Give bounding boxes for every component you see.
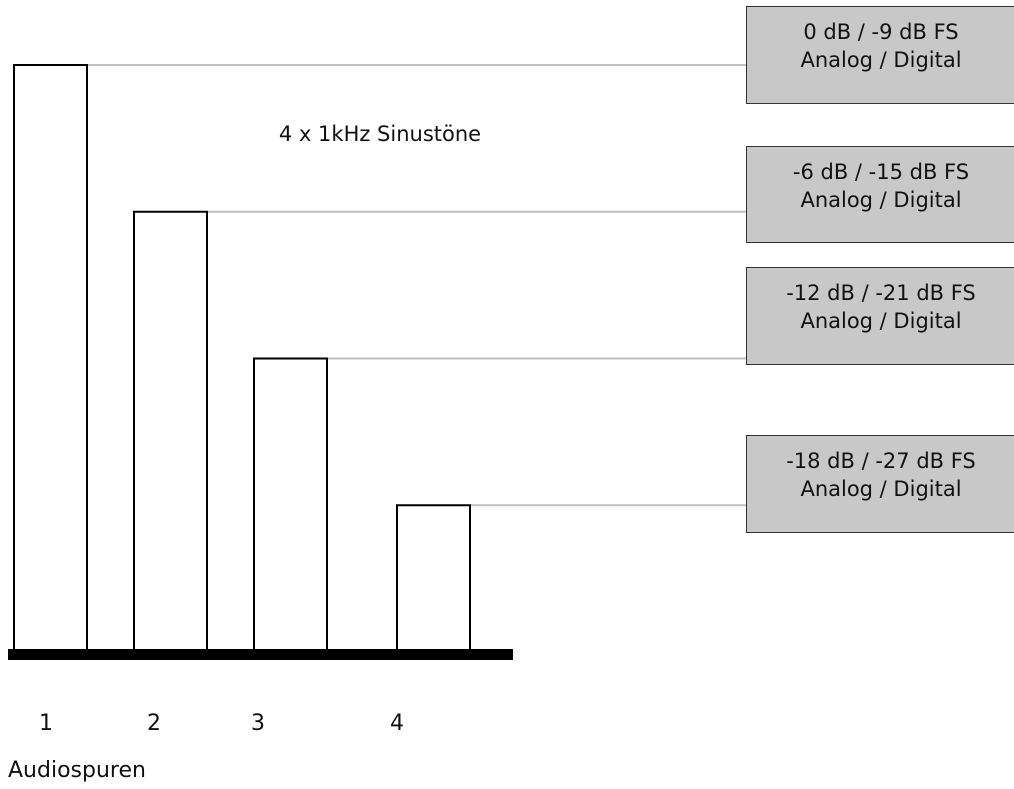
bar-1 bbox=[13, 64, 88, 653]
level-annotation-4-line1: -18 dB / -27 dB FS bbox=[786, 449, 976, 473]
level-annotation-3-line2: Analog / Digital bbox=[800, 309, 962, 333]
level-annotation-4-line2: Analog / Digital bbox=[800, 477, 962, 501]
x-tick-label-1: 1 bbox=[39, 711, 53, 736]
bar-4 bbox=[396, 504, 471, 653]
level-annotation-1-line1: 0 dB / -9 dB FS bbox=[803, 20, 959, 44]
bar-2 bbox=[133, 210, 208, 653]
level-annotation-3: -12 dB / -21 dB FS Analog / Digital bbox=[746, 267, 1014, 365]
x-tick-label-4: 4 bbox=[390, 711, 404, 736]
leader-lines bbox=[87, 64, 746, 507]
level-annotation-4: -18 dB / -27 dB FS Analog / Digital bbox=[746, 435, 1014, 533]
level-annotation-2-line1: -6 dB / -15 dB FS bbox=[792, 160, 970, 184]
level-annotation-2: -6 dB / -15 dB FS Analog / Digital bbox=[746, 146, 1014, 243]
baseline bbox=[8, 649, 513, 660]
x-tick-label-3: 3 bbox=[251, 711, 265, 736]
level-annotation-1: 0 dB / -9 dB FS Analog / Digital bbox=[746, 6, 1014, 104]
level-annotation-1-line2: Analog / Digital bbox=[800, 48, 962, 72]
x-axis-label: Audiospuren bbox=[8, 758, 146, 783]
chart-title: 4 x 1kHz Sinustöne bbox=[278, 122, 482, 146]
bar-3 bbox=[253, 357, 328, 653]
x-tick-label-2: 2 bbox=[147, 711, 161, 736]
level-annotation-2-line2: Analog / Digital bbox=[800, 188, 962, 212]
level-annotation-3-line1: -12 dB / -21 dB FS bbox=[786, 281, 976, 305]
